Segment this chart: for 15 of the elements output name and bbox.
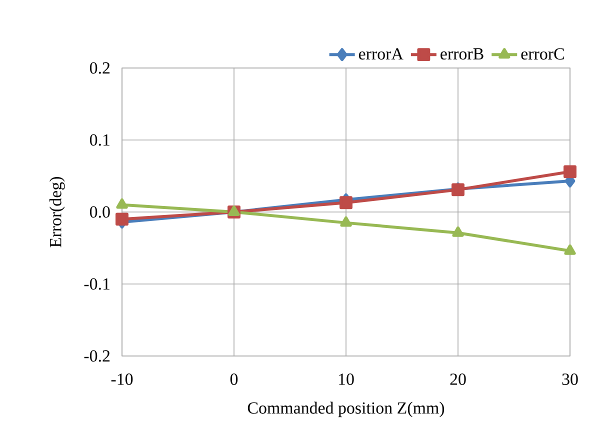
y-axis-title: Error(deg) (49, 177, 65, 248)
x-tick-label: 30 (562, 374, 578, 385)
x-axis-title: Commanded position Z(mm) (248, 402, 444, 418)
x-tick-label: 10 (339, 374, 354, 385)
y-tick-label: -0.1 (84, 278, 110, 290)
y-tick-label: 0.0 (90, 206, 110, 218)
legend-label: errorC (521, 48, 564, 60)
y-tick-label: 0.2 (90, 62, 110, 74)
legend-label: errorB (440, 48, 484, 60)
y-tick-label: 0.1 (90, 134, 110, 146)
y-tick-label: -0.2 (84, 350, 110, 362)
x-tick-label: 20 (450, 374, 466, 385)
x-tick-label: 0 (230, 374, 238, 385)
x-tick-label: -10 (111, 374, 133, 385)
legend-label: errorA (358, 48, 404, 60)
